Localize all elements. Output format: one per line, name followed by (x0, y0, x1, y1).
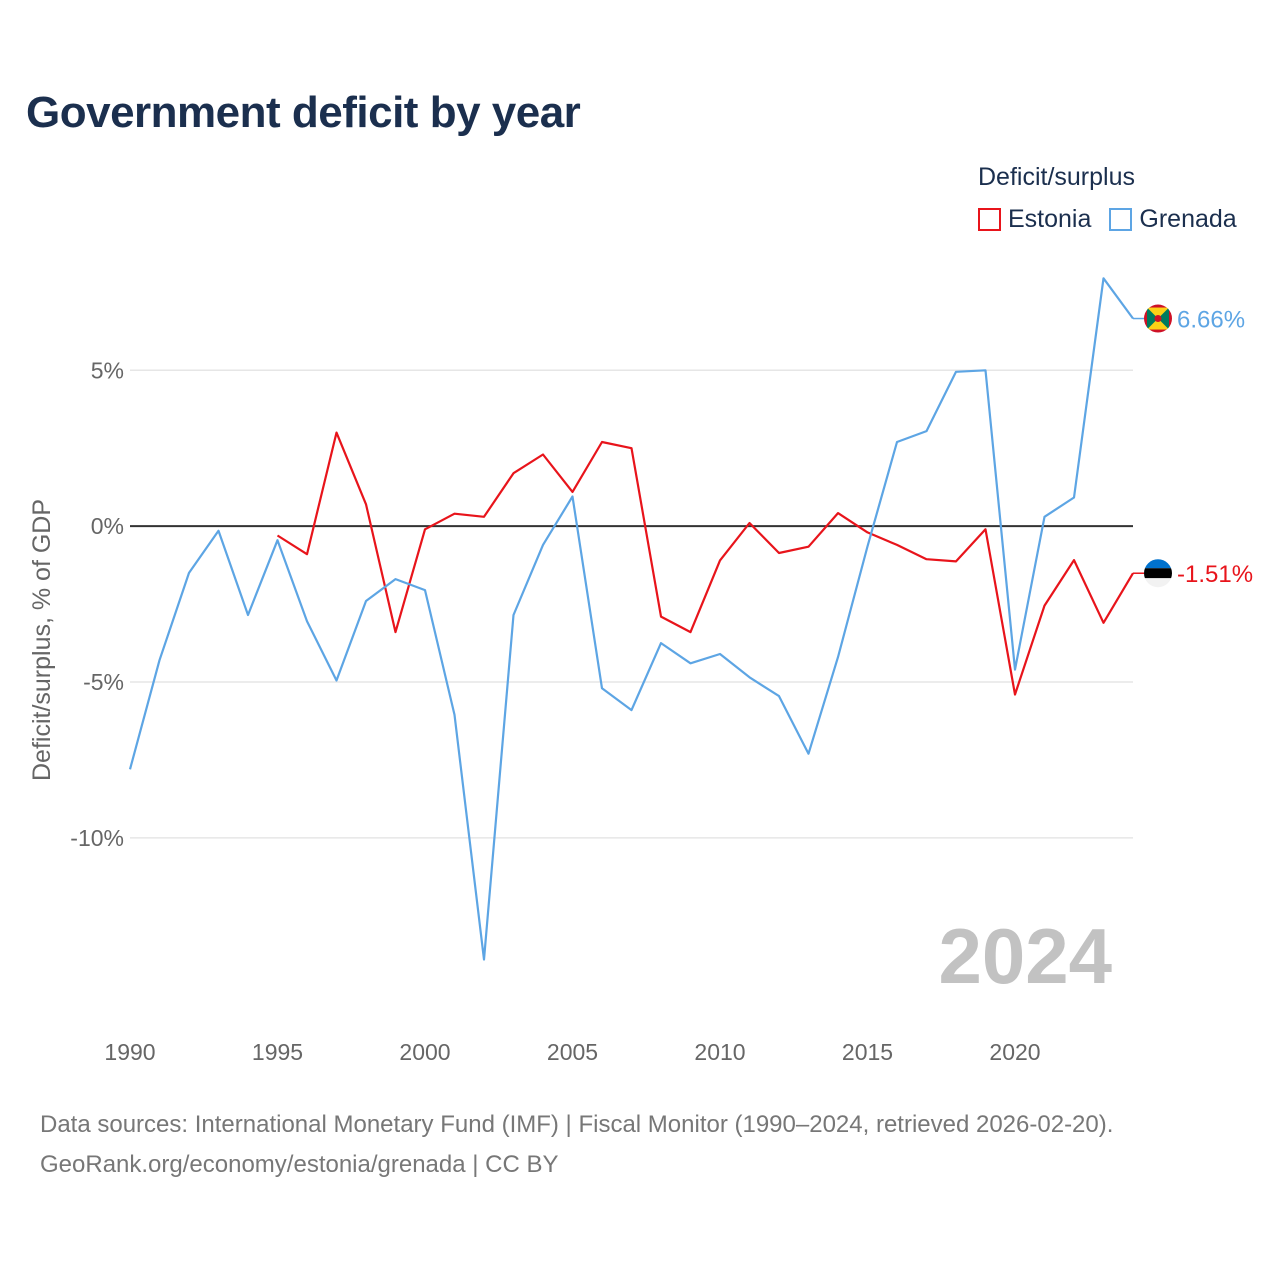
legend-label-estonia: Estonia (1008, 205, 1092, 233)
x-tick-label: 2020 (989, 1039, 1040, 1065)
series-line-grenada (128, 277, 1134, 961)
y-tick-label: 5% (91, 357, 124, 383)
x-tick-label: 2005 (547, 1039, 598, 1065)
end-value-label-estonia: -1.51% (1177, 561, 1253, 588)
legend-title: Deficit/surplus (978, 163, 1135, 191)
y-tick-label: 0% (91, 513, 124, 539)
sources-url[interactable]: GeoRank.org/economy/estonia/grenada | CC… (40, 1151, 559, 1178)
y-axis-label: Deficit/surplus, % of GDP (28, 499, 56, 781)
x-tick-label: 2015 (842, 1039, 893, 1065)
chart-title: Government deficit by year (26, 88, 581, 137)
grenada-flag-icon (1144, 304, 1172, 333)
sources-line-1: Data sources: International Monetary Fun… (40, 1111, 1114, 1138)
legend-label-grenada: Grenada (1139, 205, 1237, 233)
estonia-flag-icon (1144, 559, 1172, 588)
x-tick-label: 1995 (252, 1039, 303, 1065)
x-tick-label: 2000 (399, 1039, 450, 1065)
y-tick-label: -10% (70, 825, 124, 851)
data-sources: Data sources: International Monetary Fun… (40, 1105, 1113, 1185)
legend-item-grenada[interactable]: Grenada (1109, 205, 1237, 234)
x-tick-label: 1990 (104, 1039, 155, 1065)
legend-swatch-grenada (1109, 208, 1133, 231)
end-value-label-grenada: 6.66% (1177, 307, 1245, 334)
x-tick-label: 2010 (694, 1039, 745, 1065)
legend-swatch-estonia (978, 208, 1001, 231)
series-line-estonia (276, 431, 1134, 696)
legend: Estonia Grenada (978, 205, 1255, 234)
year-watermark: 2024 (938, 912, 1112, 1000)
legend-item-estonia[interactable]: Estonia (978, 205, 1091, 234)
y-tick-label: -5% (83, 669, 124, 695)
